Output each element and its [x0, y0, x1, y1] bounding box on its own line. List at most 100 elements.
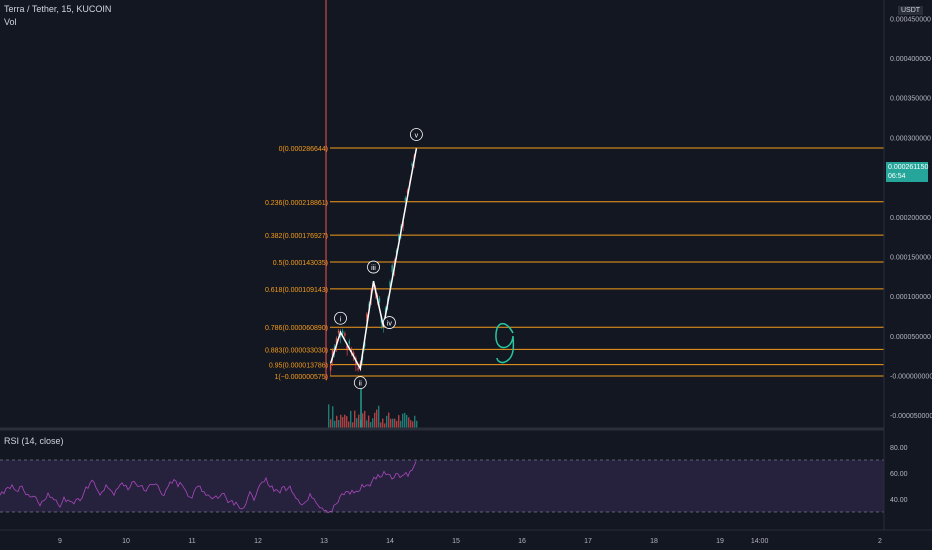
volume-bar [406, 415, 408, 428]
volume-bar [412, 421, 414, 428]
wave-marker [382, 316, 396, 329]
fib-retracement[interactable]: 0(0.000286644) 0.236(0.000218861) 0.382(0.… [265, 146, 884, 381]
volume-bar [348, 421, 350, 428]
volume-bar [362, 413, 364, 428]
price-tick-label: 0.000300000 [890, 135, 931, 142]
volume-bar [398, 415, 400, 428]
rsi-tick-label: 60.00 [890, 471, 908, 478]
time-tick-label: 14:00 [751, 538, 769, 545]
rsi-tick-label: 80.00 [890, 445, 908, 452]
wave-marker [353, 376, 367, 390]
volume-bar [386, 415, 388, 428]
candle-body [353, 352, 355, 357]
volume-bar [350, 410, 352, 428]
price-tick-label: 0.000450000 [890, 16, 931, 23]
time-tick-label: 15 [452, 538, 460, 545]
volume-bar [414, 415, 416, 428]
currency-badge[interactable]: USDT [898, 6, 924, 15]
wave-label: ii [359, 381, 363, 388]
fib-level-label: 0.95(0.000013786) [269, 363, 328, 370]
volume-bar [354, 410, 356, 428]
volume-bar [374, 412, 376, 428]
volume-bar [342, 417, 344, 428]
wave-path [329, 148, 418, 371]
rsi-tick-label: 40.00 [890, 497, 908, 504]
candle-body [331, 350, 334, 359]
fib-level-label: 0(0.000286644) [279, 146, 328, 153]
time-tick-label: 18 [650, 538, 658, 545]
time-tick-label: 19 [716, 538, 724, 545]
candle-body [348, 340, 350, 344]
volume-legend[interactable]: Vol [4, 17, 17, 27]
price-tick-label: -0.000050000 [890, 413, 932, 420]
volume-bar [364, 410, 366, 428]
rsi-line [0, 461, 417, 514]
time-tick-label: 10 [122, 538, 130, 545]
candle-body [344, 333, 346, 336]
candle-body [342, 330, 344, 335]
candle-body [411, 163, 413, 166]
current-price: 0.000261150 [888, 164, 929, 171]
wave-marker [367, 260, 380, 274]
symbol-title[interactable]: Terra / Tether, 15, KUCOIN [4, 4, 112, 14]
volume-bar [366, 420, 368, 428]
price-tick-label: 0.000100000 [890, 294, 931, 301]
time-tick-label: 13 [320, 538, 328, 545]
candle-body [350, 348, 353, 353]
rsi-legend[interactable]: RSI (14, close) [4, 436, 64, 446]
annotation-nine [495, 323, 515, 364]
bar-countdown: 06:54 [888, 173, 906, 180]
volume-bar [346, 416, 348, 428]
handwritten-annotation: 9 [495, 323, 515, 364]
price-tick-label: -0.000000000 [890, 374, 932, 381]
candle-body [406, 190, 409, 194]
volume-bar [376, 409, 378, 428]
volume-bar [410, 420, 412, 428]
candle-body [389, 281, 391, 287]
fib-level-label: 0.236(0.000218861) [265, 200, 328, 207]
candle-body [398, 234, 400, 240]
time-tick-label: 16 [518, 538, 526, 545]
volume-bar [340, 414, 342, 428]
volume-bar [380, 422, 382, 428]
volume-bar [402, 413, 404, 428]
price-tick-label: 0.000150000 [890, 254, 931, 261]
volume-bar [396, 420, 398, 428]
fib-level-label: 0.786(0.000060890) [265, 325, 328, 332]
volume-bar [344, 414, 346, 428]
fib-level-label: 0.5(0.000143035) [273, 260, 328, 267]
current-price-label: 0.000261150 06:54 [886, 162, 928, 182]
candle-body [357, 367, 359, 370]
volume-bar [390, 418, 392, 428]
candle-body [366, 313, 368, 322]
fib-level-label: 0.382(0.000176927) [265, 233, 328, 240]
volume-bar [370, 422, 372, 428]
time-tick-label: 17 [584, 538, 592, 545]
volume-bars [328, 380, 418, 428]
volume-bar [378, 405, 380, 428]
volume-bar [404, 412, 406, 428]
price-tick-label: 0.000350000 [890, 96, 931, 103]
time-tick-label: 2 [878, 538, 882, 545]
volume-bar [384, 423, 386, 428]
wave-label: i [340, 316, 342, 323]
price-tick-label: 0.000400000 [890, 56, 931, 63]
fib-level-label: 0.618(0.000109143) [265, 287, 328, 294]
volume-bar [330, 419, 332, 428]
volume-bar [416, 420, 418, 428]
volume-bar [392, 418, 394, 428]
annotation-text: 9 [505, 351, 506, 353]
fib-level-label: 1(−0.000000575) [274, 374, 328, 381]
volume-bar [328, 404, 330, 428]
volume-bar [360, 380, 362, 428]
volume-bar [394, 418, 396, 428]
wave-marker [334, 311, 347, 325]
volume-bar [388, 412, 390, 428]
time-tick-label: 11 [188, 538, 195, 545]
wave-label: iii [371, 265, 376, 272]
time-tick-label: 14 [386, 538, 394, 545]
volume-bar [336, 415, 338, 428]
volume-bar [382, 418, 384, 428]
